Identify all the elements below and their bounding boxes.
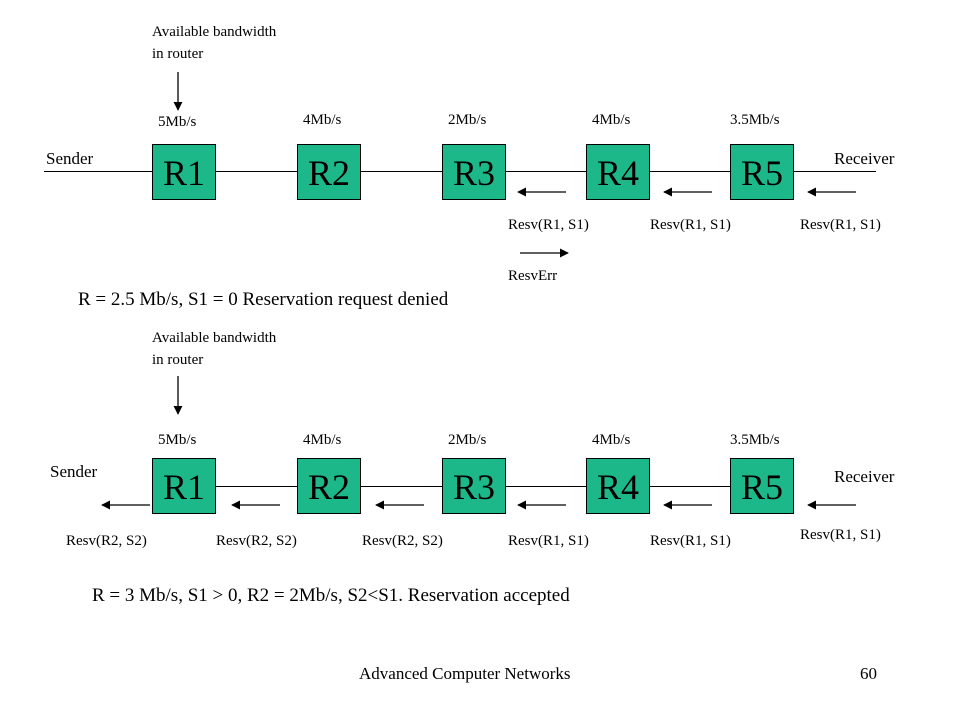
bottom-resv-label-2: Resv(R2, S2) [216, 533, 297, 549]
top-resv-label-2: Resv(R1, S1) [650, 217, 731, 233]
bottom-resv-label-3: Resv(R2, S2) [362, 533, 443, 549]
top-annotation-line1: Available bandwidth [152, 24, 277, 40]
bottom-link-r4-r5 [650, 486, 730, 487]
top-resv-label-1: Resv(R1, S1) [508, 217, 589, 233]
bottom-annotation-line2: in router [152, 352, 204, 368]
top-sender-label: Sender [46, 149, 94, 168]
footer-title: Advanced Computer Networks [359, 664, 571, 683]
page-number: 60 [860, 664, 877, 683]
bottom-bandwidth-r1: 5Mb/s [158, 432, 197, 448]
bottom-bandwidth-r2: 4Mb/s [303, 432, 342, 448]
top-resverr-label: ResvErr [508, 268, 558, 284]
bottom-annotation-line1: Available bandwidth [152, 330, 277, 346]
top-resv-label-3: Resv(R1, S1) [800, 217, 881, 233]
bottom-caption: R = 3 Mb/s, S1 > 0, R2 = 2Mb/s, S2<S1. R… [92, 585, 570, 606]
bottom-receiver-label: Receiver [834, 467, 895, 486]
bottom-bandwidth-r5: 3.5Mb/s [730, 432, 780, 448]
top-router-r2: R2 [297, 144, 361, 200]
bottom-router-r2: R2 [297, 458, 361, 514]
bottom-router-r3: R3 [442, 458, 506, 514]
bottom-link-r1-r2 [216, 486, 297, 487]
top-annotation-line2: in router [152, 46, 204, 62]
bottom-bandwidth-r3: 2Mb/s [448, 432, 487, 448]
top-router-r1: R1 [152, 144, 216, 200]
top-receiver-label: Receiver [834, 149, 895, 168]
bottom-bandwidth-r4: 4Mb/s [592, 432, 631, 448]
top-caption: R = 2.5 Mb/s, S1 = 0 Reservation request… [78, 289, 449, 310]
top-router-r3: R3 [442, 144, 506, 200]
bottom-router-r5: R5 [730, 458, 794, 514]
top-bandwidth-r1: 5Mb/s [158, 114, 197, 130]
top-bandwidth-r4: 4Mb/s [592, 112, 631, 128]
top-bandwidth-r3: 2Mb/s [448, 112, 487, 128]
bottom-router-r1: R1 [152, 458, 216, 514]
bottom-link-r2-r3 [361, 486, 442, 487]
bottom-router-r4: R4 [586, 458, 650, 514]
bottom-resv-label-1: Resv(R2, S2) [66, 533, 147, 549]
bottom-link-r3-r4 [506, 486, 586, 487]
bottom-resv-label-4: Resv(R1, S1) [508, 533, 589, 549]
top-bandwidth-r5: 3.5Mb/s [730, 112, 780, 128]
bottom-resv-label-6: Resv(R1, S1) [800, 527, 881, 543]
top-bandwidth-r2: 4Mb/s [303, 112, 342, 128]
bottom-resv-label-5: Resv(R1, S1) [650, 533, 731, 549]
top-router-r4: R4 [586, 144, 650, 200]
bottom-sender-label: Sender [50, 462, 98, 481]
top-router-r5: R5 [730, 144, 794, 200]
